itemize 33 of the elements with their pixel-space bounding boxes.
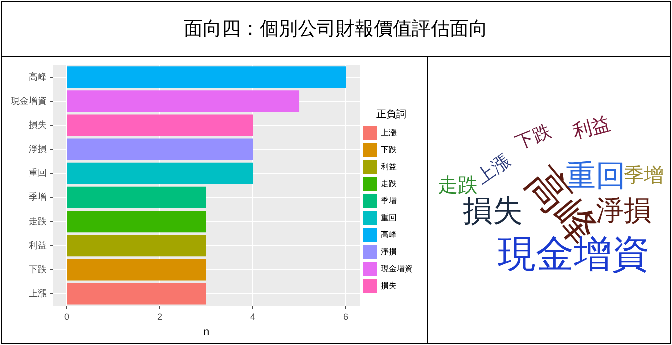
legend-label: 利益 bbox=[381, 162, 397, 172]
legend-label: 重回 bbox=[381, 214, 397, 223]
text: 下跌 bbox=[513, 121, 554, 154]
x-tick-label: 0 bbox=[64, 312, 70, 322]
legend-title: 正負詞 bbox=[376, 108, 406, 120]
text: 季增 bbox=[624, 163, 664, 187]
legend-label: 下跌 bbox=[381, 146, 397, 155]
chart-title: 面向四：個別公司財報價值評估面向 bbox=[2, 2, 670, 57]
x-axis-title: n bbox=[203, 326, 210, 338]
y-tick-label: 損失 bbox=[29, 120, 47, 130]
y-tick-label: 淨損 bbox=[29, 144, 47, 154]
legend-label: 現金增資 bbox=[381, 264, 413, 274]
legend-label: 淨損 bbox=[381, 248, 397, 257]
y-tick-label: 高峰 bbox=[29, 72, 47, 82]
x-tick-label: 6 bbox=[344, 312, 349, 322]
legend-label: 季增 bbox=[381, 196, 397, 206]
legend-label: 損失 bbox=[381, 282, 397, 291]
y-tick-label: 利益 bbox=[29, 240, 47, 250]
x-tick-label: 2 bbox=[157, 312, 162, 322]
legend-label: 走跌 bbox=[381, 180, 397, 189]
y-tick-label: 走跌 bbox=[29, 216, 47, 226]
y-tick-label: 重回 bbox=[29, 168, 47, 178]
x-tick-label: 4 bbox=[250, 312, 256, 322]
legend-label: 上漲 bbox=[381, 128, 397, 138]
text: 利益 bbox=[570, 112, 614, 144]
text: 淨損 bbox=[596, 194, 652, 227]
y-tick-label: 季增 bbox=[29, 192, 47, 202]
text: 損失 bbox=[463, 194, 523, 229]
y-tick-label: 現金增資 bbox=[11, 96, 47, 106]
legend-label: 高峰 bbox=[381, 230, 397, 240]
y-tick-label: 上漲 bbox=[29, 288, 47, 298]
y-tick-label: 下跌 bbox=[29, 264, 47, 274]
text: 走跌 bbox=[438, 173, 478, 197]
